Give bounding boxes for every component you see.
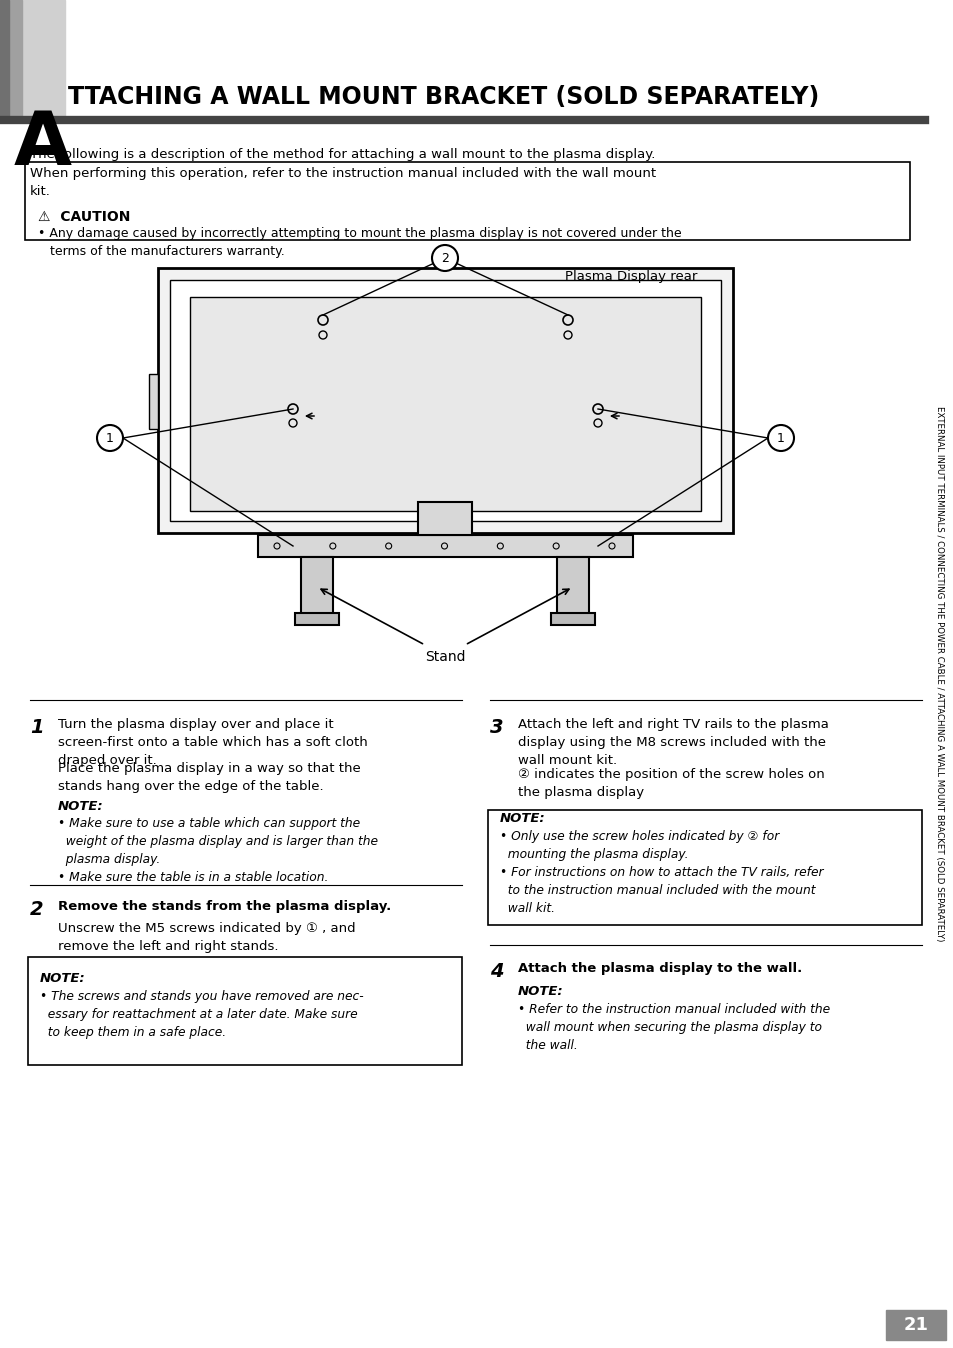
Bar [0,0,22,119]
Circle shape [432,245,457,271]
Bar [170,280,720,520]
Bar [190,297,700,511]
Text: NOTE:: NOTE: [499,811,545,825]
Text: The following is a description of the method for attaching a wall mount to the p: The following is a description of the me… [30,148,656,198]
Text: • Refer to the instruction manual included with the
  wall mount when securing t: • Refer to the instruction manual includ… [517,1003,829,1051]
Bar [417,501,472,535]
Text: NOTE:: NOTE: [40,972,86,985]
Bar [149,373,158,429]
Text: TTACHING A WALL MOUNT BRACKET (SOLD SEPARATELY): TTACHING A WALL MOUNT BRACKET (SOLD SEPA… [68,85,819,109]
Text: Turn the plasma display over and place it
screen-first onto a table which has a : Turn the plasma display over and place i… [58,718,367,767]
Circle shape [767,425,793,452]
Bar [557,557,588,615]
Text: ② indicates the position of the screw holes on
the plasma display: ② indicates the position of the screw ho… [517,768,824,799]
Text: 1: 1 [777,431,784,445]
Text: 1: 1 [30,718,44,737]
Text: NOTE:: NOTE: [58,799,104,813]
Bar [885,1310,945,1340]
Text: • Only use the screw holes indicated by ② for
  mounting the plasma display.
• F: • Only use the screw holes indicated by … [499,830,822,915]
Text: Plasma Display rear: Plasma Display rear [564,270,697,283]
Text: ⚠  CAUTION: ⚠ CAUTION [38,210,131,224]
Text: Remove the stands from the plasma display.: Remove the stands from the plasma displa… [58,900,391,913]
FancyBboxPatch shape [488,810,921,925]
Text: 2: 2 [440,252,449,264]
Text: Unscrew the M5 screws indicated by ① , and
remove the left and right stands.: Unscrew the M5 screws indicated by ① , a… [58,922,355,953]
Text: 2: 2 [30,900,44,919]
Bar [301,557,333,615]
Text: 3: 3 [490,718,503,737]
Text: NOTE:: NOTE: [517,985,563,998]
FancyBboxPatch shape [25,162,909,240]
Bar [294,613,338,625]
Text: EXTERNAL INPUT TERMINALS / CONNECTING THE POWER CABLE / ATTACHING A WALL MOUNT B: EXTERNAL INPUT TERMINALS / CONNECTING TH… [935,406,943,942]
Bar [551,613,595,625]
FancyBboxPatch shape [28,957,461,1065]
Bar [257,535,633,557]
Text: 4: 4 [490,962,503,981]
Text: • The screws and stands you have removed are nec-
  essary for reattachment at a: • The screws and stands you have removed… [40,989,363,1039]
Text: • Any damage caused by incorrectly attempting to mount the plasma display is not: • Any damage caused by incorrectly attem… [38,226,680,257]
Text: Stand: Stand [424,650,465,665]
Text: Attach the plasma display to the wall.: Attach the plasma display to the wall. [517,962,801,975]
Text: • Make sure to use a table which can support the
  weight of the plasma display : • Make sure to use a table which can sup… [58,817,377,884]
Text: 21: 21 [902,1316,927,1335]
Bar [0,0,65,119]
Text: Attach the left and right TV rails to the plasma
display using the M8 screws inc: Attach the left and right TV rails to th… [517,718,828,767]
Bar [158,268,732,532]
Text: Place the plasma display in a way so that the
stands hang over the edge of the t: Place the plasma display in a way so tha… [58,762,360,793]
Circle shape [97,425,123,452]
Bar [0,0,9,119]
Text: 1: 1 [106,431,113,445]
Text: A: A [14,108,71,181]
